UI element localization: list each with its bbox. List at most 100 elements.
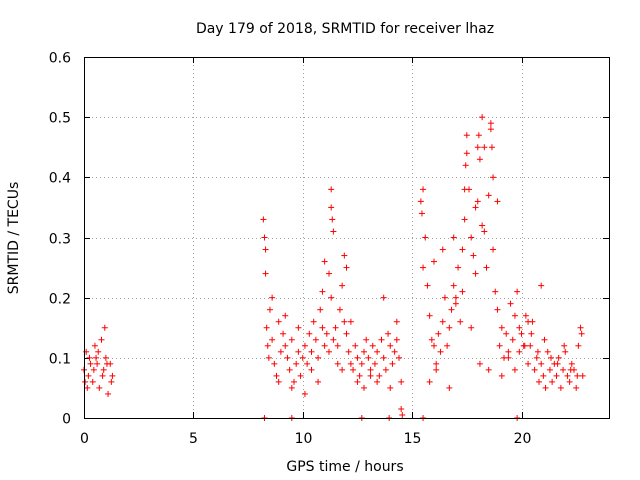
data-point — [326, 348, 332, 355]
data-point — [260, 216, 267, 223]
data-point — [385, 330, 392, 337]
data-point — [511, 366, 518, 373]
data-point — [352, 342, 359, 349]
data-point — [420, 186, 427, 193]
data-point — [345, 348, 352, 355]
data-point — [299, 354, 306, 361]
y-tick-label: 0.1 — [49, 352, 71, 368]
data-point — [538, 282, 545, 289]
y-tick-label: 0.3 — [49, 232, 71, 248]
data-point — [525, 318, 532, 325]
data-point — [452, 294, 459, 301]
data-point — [387, 342, 394, 349]
data-point — [450, 234, 457, 241]
data-point — [354, 378, 361, 385]
data-point — [488, 144, 495, 151]
data-point — [476, 360, 483, 367]
data-point — [553, 372, 560, 379]
data-point — [578, 330, 585, 337]
data-point — [554, 360, 561, 367]
data-point — [94, 360, 101, 367]
y-axis-label: SRMTID / TECUs — [6, 182, 22, 295]
data-point — [431, 342, 437, 349]
data-point — [297, 372, 304, 379]
data-point — [417, 198, 424, 205]
data-point — [428, 336, 435, 343]
data-point — [538, 360, 545, 367]
data-point — [266, 306, 273, 313]
data-point — [516, 324, 523, 331]
data-point — [577, 324, 584, 331]
data-point — [261, 234, 268, 241]
data-point — [96, 384, 103, 391]
data-point — [393, 318, 400, 325]
chart-title: Day 179 of 2018, SRMTID for receiver lha… — [196, 21, 494, 37]
data-point — [328, 186, 335, 193]
data-point — [448, 306, 455, 313]
data-point — [315, 354, 322, 361]
data-point — [479, 114, 486, 121]
data-point — [492, 288, 499, 295]
data-point — [399, 411, 406, 418]
data-point — [341, 318, 348, 325]
data-point — [263, 324, 270, 331]
data-point — [509, 336, 516, 343]
data-point — [398, 405, 405, 412]
y-tick-label: 0.5 — [49, 111, 71, 127]
data-point — [103, 360, 110, 367]
data-point — [269, 336, 276, 343]
data-point — [567, 366, 574, 373]
data-point — [319, 324, 326, 331]
data-point — [84, 384, 91, 391]
data-point — [336, 306, 343, 313]
y-tick-label: 0.4 — [49, 171, 71, 187]
data-point — [328, 294, 335, 301]
data-point — [288, 336, 295, 343]
x-tick-label: 15 — [404, 431, 422, 447]
data-point — [312, 336, 319, 343]
data-point — [284, 354, 291, 361]
data-point — [487, 126, 494, 133]
data-point — [293, 360, 300, 367]
data-point — [461, 186, 468, 193]
data-point — [369, 342, 376, 349]
data-point — [328, 204, 335, 211]
data-point — [521, 342, 528, 349]
x-tick-label: 10 — [295, 431, 313, 447]
data-point — [99, 372, 106, 379]
x-tick-label: 20 — [514, 431, 532, 447]
data-point — [549, 378, 556, 385]
data-point — [286, 366, 293, 373]
data-point — [455, 264, 462, 271]
data-point — [481, 144, 488, 151]
data-point — [439, 246, 446, 253]
data-point — [347, 318, 354, 325]
data-point — [334, 360, 341, 367]
data-point — [573, 384, 580, 391]
data-point — [343, 264, 350, 271]
x-tick-label: 0 — [80, 431, 89, 447]
data-point — [507, 300, 514, 307]
data-point — [446, 324, 453, 331]
data-point — [262, 270, 269, 277]
data-point — [566, 378, 573, 385]
data-point — [557, 384, 564, 391]
data-point — [376, 372, 383, 379]
data-point — [516, 348, 523, 355]
data-point — [271, 360, 278, 367]
data-point — [444, 342, 451, 349]
data-point — [291, 378, 297, 385]
data-point — [304, 360, 311, 367]
data-point — [490, 246, 497, 253]
data-point — [452, 300, 459, 307]
data-point — [490, 174, 497, 181]
data-point — [481, 228, 488, 235]
data-point — [102, 354, 109, 361]
x-tick-labels: 0 5 10 15 20 — [80, 431, 531, 447]
data-point — [468, 324, 475, 331]
data-point — [317, 306, 324, 313]
data-point — [433, 360, 440, 367]
data-point — [505, 354, 512, 361]
